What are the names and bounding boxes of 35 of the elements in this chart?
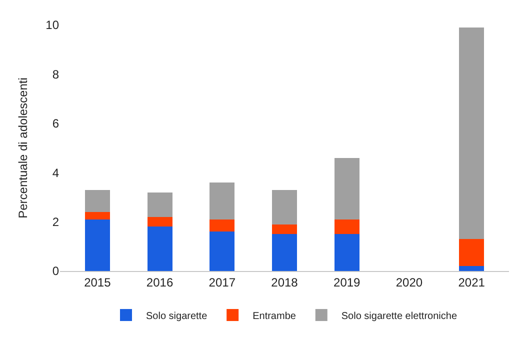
bar: [210, 182, 235, 220]
y-tick-label: 10: [46, 18, 60, 32]
y-tick-label: 6: [52, 116, 60, 131]
bar: [272, 224, 297, 234]
bar: [147, 192, 172, 217]
y-axis-title: Percentuale di adolescenti: [16, 78, 30, 218]
bar: [84, 212, 110, 220]
bar: [334, 234, 360, 271]
bar: [210, 232, 235, 271]
bar: [334, 219, 360, 234]
x-tick-label: 2019: [334, 275, 361, 290]
x-tick-label: 2016: [146, 275, 174, 290]
x-tick-label: 2020: [396, 275, 423, 290]
x-tick-label: 2021: [458, 275, 486, 290]
legend-label: Entrambe: [252, 310, 296, 322]
x-tick-label: 2015: [84, 275, 112, 290]
x-tick-label: 2018: [271, 275, 298, 290]
y-tick-label: 0: [52, 264, 60, 278]
bar: [459, 239, 484, 266]
bar: [334, 158, 360, 220]
bar: [272, 234, 297, 271]
bar: [459, 266, 484, 271]
bar: [272, 190, 297, 224]
legend-label: Solo sigarette: [146, 310, 208, 322]
bar: [84, 219, 110, 271]
bar: [147, 216, 172, 227]
bar: [459, 27, 484, 240]
bar: [147, 226, 172, 271]
bar: [84, 190, 110, 212]
y-tick-label: 4: [52, 166, 60, 180]
y-tick-label: 2: [52, 215, 60, 229]
x-tick-label: 2017: [208, 275, 236, 290]
legend-label: Solo sigarette elettroniche: [341, 310, 458, 322]
y-tick-label: 8: [52, 67, 60, 82]
bar: [210, 219, 235, 232]
